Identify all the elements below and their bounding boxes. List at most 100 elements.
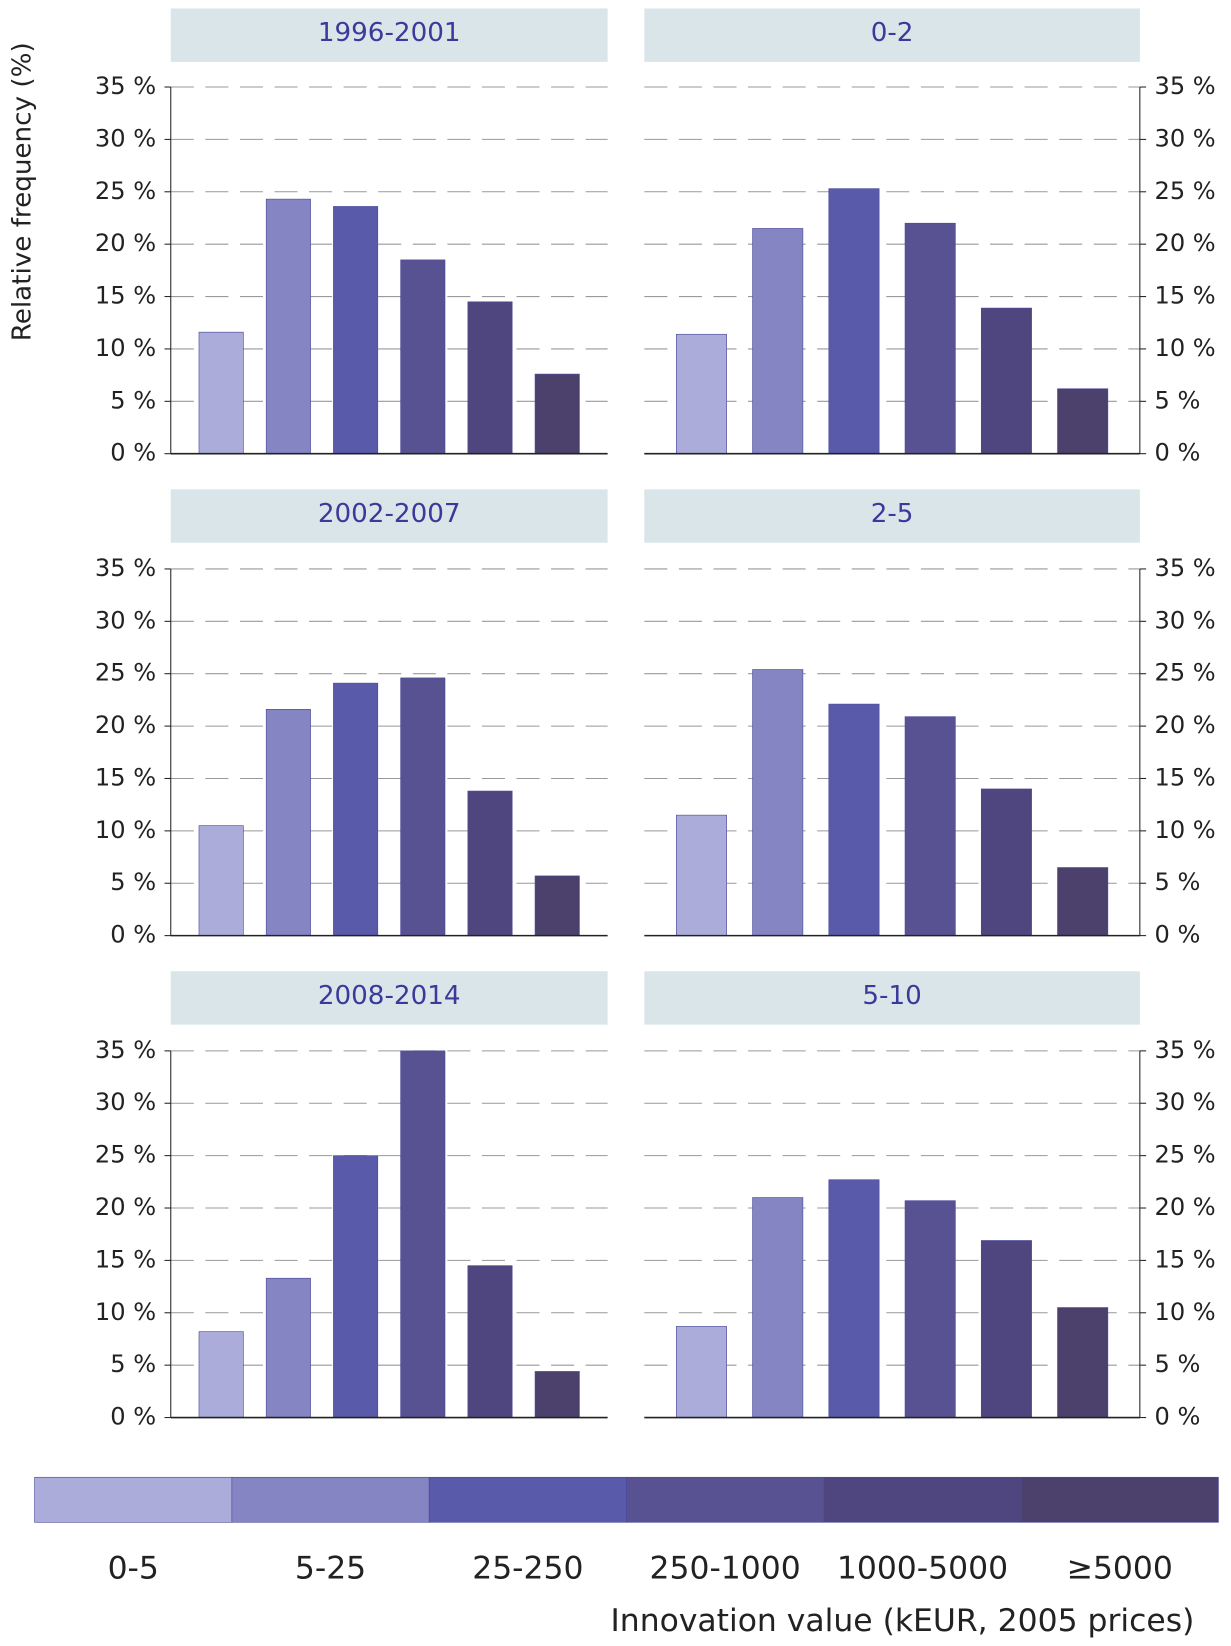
y-tick-label: 30 % [95, 606, 156, 634]
y-tick-label: 30 % [1155, 1088, 1216, 1116]
bar [980, 307, 1032, 455]
panel-title: 5-10 [862, 981, 921, 1011]
y-tick-label: 30 % [95, 1088, 156, 1116]
y-tick-label: 15 % [1155, 1245, 1216, 1273]
legend-label: 1000-5000 [837, 1550, 1008, 1586]
bar [400, 1050, 446, 1418]
bar [676, 814, 727, 936]
bar [752, 228, 804, 455]
legend-label: 250-1000 [650, 1550, 801, 1586]
y-tick-label: 5 % [1155, 1350, 1201, 1378]
y-tick-label: 20 % [1155, 711, 1216, 739]
y-tick-label: 15 % [95, 1245, 156, 1273]
bar [676, 333, 727, 455]
bar [265, 198, 311, 455]
y-tick-label: 25 % [1155, 659, 1216, 687]
bar [534, 875, 580, 936]
bar [752, 669, 804, 936]
bar [333, 206, 379, 455]
y-tick-label: 30 % [1155, 124, 1216, 152]
bar [828, 703, 880, 936]
legend-label: 0-5 [108, 1550, 159, 1586]
panel-title-box [644, 8, 1140, 62]
y-tick-label: 25 % [1155, 1141, 1216, 1169]
y-tick-label: 35 % [1155, 72, 1216, 100]
y-tick-label: 15 % [1155, 763, 1216, 791]
y-tick-label: 10 % [1155, 1298, 1216, 1326]
bar [198, 825, 244, 936]
bar [400, 259, 446, 455]
bar [980, 788, 1032, 936]
bar [534, 1371, 580, 1418]
panel-title: 2008-2014 [318, 981, 461, 1011]
bar [265, 1277, 311, 1418]
bar [980, 1240, 1032, 1418]
panel-title-box [170, 971, 608, 1025]
panel-title-box [170, 8, 608, 62]
y-tick-label: 0 % [1155, 921, 1201, 949]
y-tick-label: 25 % [95, 659, 156, 687]
legend-swatch [823, 1476, 1022, 1523]
bar [828, 1179, 880, 1418]
panel-title: 1996-2001 [318, 18, 461, 48]
y-tick-label: 15 % [95, 282, 156, 310]
bar [752, 1197, 804, 1418]
panel-title: 0-2 [871, 18, 914, 48]
bar [467, 790, 513, 936]
y-tick-label: 35 % [1155, 554, 1216, 582]
legend-label: 25-250 [472, 1550, 583, 1586]
y-tick-label: 0 % [110, 1403, 156, 1431]
y-tick-label: 0 % [1155, 439, 1201, 467]
legend-title: Innovation value (kEUR, 2005 prices) [611, 1603, 1195, 1639]
bar [676, 1326, 727, 1418]
bar [904, 222, 956, 455]
y-axis-label: Relative frequency (%) [8, 42, 38, 341]
y-tick-label: 30 % [1155, 606, 1216, 634]
panel-title: 2002-2007 [318, 499, 461, 529]
y-tick-label: 20 % [1155, 229, 1216, 257]
panel-title-box [644, 971, 1140, 1025]
bar [265, 709, 311, 936]
y-tick-label: 10 % [95, 1298, 156, 1326]
bar [333, 682, 379, 936]
legend-swatch [626, 1476, 825, 1523]
y-tick-label: 15 % [95, 763, 156, 791]
panel-title-box [170, 489, 608, 543]
y-tick-label: 0 % [110, 439, 156, 467]
y-tick-label: 0 % [110, 921, 156, 949]
bar [904, 716, 956, 936]
bar [1057, 1307, 1109, 1418]
y-tick-label: 5 % [1155, 386, 1201, 414]
y-tick-label: 25 % [1155, 177, 1216, 205]
y-tick-label: 5 % [110, 1350, 156, 1378]
bar [1057, 388, 1109, 455]
bar [198, 1331, 244, 1418]
legend-label: 5-25 [295, 1550, 366, 1586]
legend-label: ≥5000 [1067, 1550, 1173, 1586]
bar [467, 1265, 513, 1418]
y-tick-label: 10 % [95, 816, 156, 844]
y-tick-label: 5 % [110, 868, 156, 896]
y-tick-label: 30 % [95, 124, 156, 152]
y-tick-label: 20 % [95, 229, 156, 257]
y-tick-label: 10 % [1155, 816, 1216, 844]
bar [534, 373, 580, 455]
bar [828, 188, 880, 455]
y-tick-label: 35 % [95, 72, 156, 100]
y-tick-label: 20 % [95, 1193, 156, 1221]
y-tick-label: 15 % [1155, 282, 1216, 310]
y-tick-label: 35 % [95, 1036, 156, 1064]
panel-title: 2-5 [871, 499, 914, 529]
y-tick-label: 20 % [95, 711, 156, 739]
y-tick-label: 5 % [1155, 868, 1201, 896]
bar [467, 301, 513, 455]
bar [198, 331, 244, 455]
panel-title-box [644, 489, 1140, 543]
bar [904, 1200, 956, 1418]
y-tick-label: 10 % [95, 334, 156, 362]
y-tick-label: 20 % [1155, 1193, 1216, 1221]
y-tick-label: 25 % [95, 1141, 156, 1169]
legend-swatch [1020, 1476, 1219, 1523]
